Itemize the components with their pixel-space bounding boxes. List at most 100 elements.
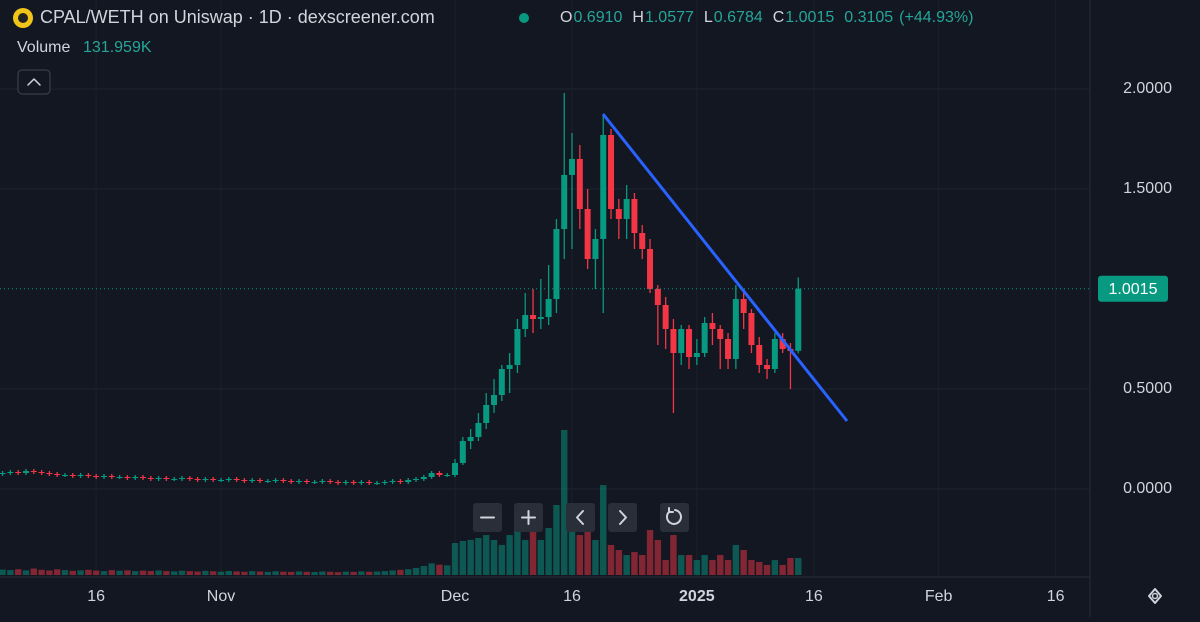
candle-body [30, 471, 37, 472]
volume-bar [61, 570, 69, 575]
volume-bar [69, 570, 76, 575]
volume-bar [623, 555, 630, 575]
volume-bar [553, 505, 560, 575]
candle-body [498, 369, 505, 395]
x-tick-label: Feb [925, 588, 953, 605]
volume-bar [459, 540, 467, 575]
scroll-left-button[interactable] [566, 503, 595, 532]
volume-bar [724, 560, 732, 575]
candle-body [264, 481, 271, 482]
volume-bar [646, 530, 654, 575]
volume-bar [7, 570, 14, 575]
volume-bar [436, 564, 443, 575]
volume-bar [568, 519, 576, 575]
volume-bar [350, 571, 357, 575]
candle-body [7, 472, 14, 473]
candle-body [241, 480, 248, 481]
volume-bar [311, 572, 318, 575]
volume-bar [116, 570, 123, 575]
volume-bar [170, 571, 178, 575]
candle-body [413, 479, 420, 480]
x-tick-label: 16 [563, 588, 581, 605]
volume-bar [0, 569, 6, 575]
candle-body [225, 479, 232, 480]
volume-bar [615, 549, 623, 575]
candle-body [475, 423, 482, 437]
candle-body [686, 329, 693, 357]
volume-bar [763, 564, 771, 575]
candle-body [795, 288, 802, 351]
volume-bar [717, 555, 724, 575]
volume-bar [288, 571, 295, 575]
candle-body [0, 473, 6, 474]
candle-body [537, 317, 544, 319]
ohlc-value: 0.6910 [573, 9, 622, 26]
volume-bar [654, 539, 662, 575]
volume-bar [584, 524, 591, 575]
volume-bar [233, 571, 240, 575]
candle-body [397, 481, 404, 482]
volume-bar [787, 557, 794, 575]
candle-body [210, 479, 217, 480]
candle-body [732, 299, 739, 359]
volume-bar [217, 571, 225, 575]
candle-body [725, 339, 732, 359]
candle-body [139, 477, 146, 478]
volume-bar [209, 571, 217, 575]
candle-body [327, 481, 334, 482]
candle-body [93, 476, 100, 477]
volume-bar [732, 544, 740, 575]
candle-body [124, 477, 131, 478]
candle-body [748, 313, 755, 345]
volume-bar [92, 570, 100, 575]
volume-bar [342, 571, 350, 575]
candle-body [506, 365, 513, 369]
candle-body [569, 159, 576, 175]
candle-body [467, 437, 474, 441]
volume-bar [631, 552, 638, 575]
volume-bar [607, 544, 615, 575]
collapse-button[interactable] [17, 69, 51, 95]
volume-bar [685, 555, 693, 575]
volume-bar [600, 485, 607, 575]
candle-body [178, 478, 185, 479]
candle-body [202, 479, 209, 480]
candle-body [147, 478, 154, 479]
candle-body [381, 482, 388, 483]
reset-button[interactable] [660, 503, 689, 532]
settings-button[interactable] [1148, 588, 1162, 604]
candle-body [358, 482, 365, 483]
candle-body [108, 476, 115, 477]
volume-bar [444, 565, 451, 575]
candle-body [701, 323, 708, 353]
candle-body [530, 315, 537, 319]
volume-bar [576, 535, 584, 575]
candle-body [256, 480, 263, 481]
candle-body [756, 345, 763, 365]
volume-bar [202, 570, 209, 575]
volume-bar [163, 571, 170, 575]
zoom-out-button[interactable] [473, 503, 502, 532]
change-value: 0.3105 [844, 9, 893, 26]
volume-bar [662, 560, 669, 575]
candle-body [311, 482, 318, 483]
zoom-in-button[interactable] [514, 503, 543, 532]
volume-bar [334, 572, 342, 575]
volume-bar [327, 571, 334, 575]
ohlc-key: O [560, 9, 572, 26]
volume-bar [670, 535, 677, 575]
candle-body [483, 405, 490, 423]
candle-body [576, 159, 583, 209]
last-price-box [1098, 275, 1168, 302]
candle-body [615, 209, 622, 219]
volume-bar [373, 571, 381, 575]
volume-bar [14, 569, 22, 575]
candle-body [639, 233, 646, 249]
volume-bar [272, 571, 279, 575]
candle-body [132, 477, 139, 478]
candle-body [771, 339, 778, 369]
volume-bar [264, 571, 272, 575]
scroll-right-button[interactable] [608, 503, 637, 532]
